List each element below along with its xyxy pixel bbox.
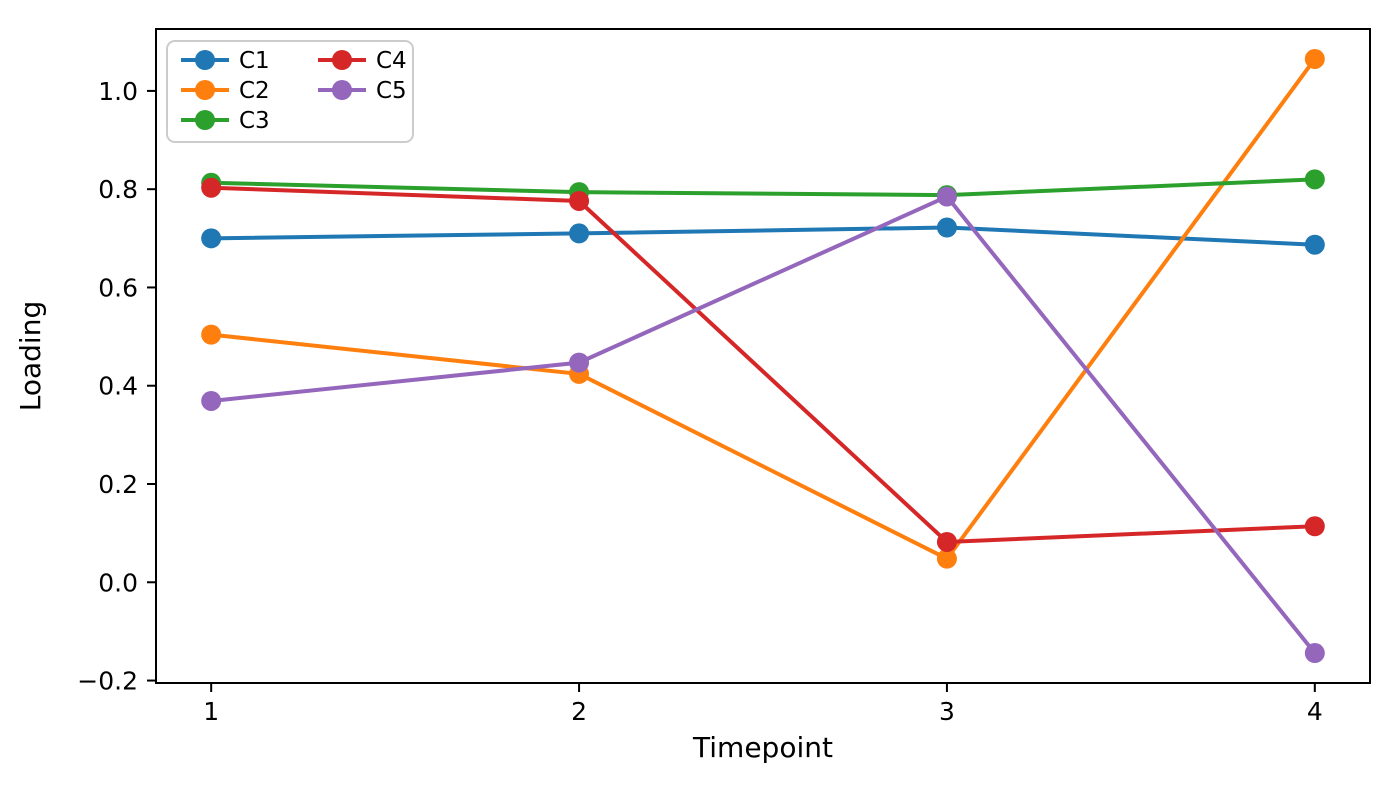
marker-C1-t3 [936, 217, 957, 238]
y-tick-label: 0.2 [98, 470, 138, 499]
legend-handle-marker-C3 [195, 110, 215, 130]
legend-label-C5: C5 [376, 78, 407, 104]
marker-C5-t4 [1304, 643, 1325, 664]
marker-C4-t1 [201, 177, 222, 198]
legend-label-C1: C1 [239, 48, 270, 74]
marker-C5-t3 [936, 186, 957, 207]
x-tick-label: 2 [571, 697, 587, 726]
marker-C1-t2 [569, 223, 590, 244]
series-line-C2 [209, 56, 1317, 562]
marker-C1-t1 [201, 228, 222, 249]
marker-C2-t3 [936, 548, 957, 569]
marker-C2-t4 [1304, 48, 1325, 69]
y-axis-label: Loading [14, 301, 47, 411]
legend-handle-marker-C5 [332, 80, 352, 100]
y-tick-label: 0.0 [98, 568, 138, 597]
legend-label-C2: C2 [239, 78, 270, 104]
series-line-C3 [209, 177, 1317, 198]
y-tick-label: −0.2 [77, 667, 138, 696]
marker-C5-t1 [201, 390, 222, 411]
y-tick-label: 0.6 [98, 273, 138, 302]
legend-box [166, 40, 414, 143]
x-axis-label: Timepoint [692, 731, 833, 764]
y-tick-label: 1.0 [98, 77, 138, 106]
x-tick-label: 4 [1307, 697, 1323, 726]
series-line-C4 [209, 185, 1317, 545]
legend-label-C4: C4 [376, 48, 407, 74]
legend-label-C3: C3 [239, 108, 270, 134]
legend-handle-marker-C4 [332, 50, 352, 70]
y-tick-label: 0.4 [98, 372, 138, 401]
marker-C1-t4 [1304, 234, 1325, 255]
series-line-C5 [209, 194, 1317, 656]
series-line-C1 [209, 225, 1317, 247]
plot-area [155, 28, 1371, 684]
marker-C4-t3 [936, 531, 957, 552]
marker-C2-t1 [201, 324, 222, 345]
marker-C5-t2 [569, 352, 590, 373]
marker-C4-t4 [1304, 516, 1325, 537]
legend-handle-marker-C2 [195, 80, 215, 100]
marker-C3-t4 [1304, 169, 1325, 190]
legend-handle-marker-C1 [195, 50, 215, 70]
x-tick-label: 1 [203, 697, 219, 726]
y-tick-label: 0.8 [98, 175, 138, 204]
x-tick-label: 3 [939, 697, 955, 726]
marker-C4-t2 [569, 190, 590, 211]
